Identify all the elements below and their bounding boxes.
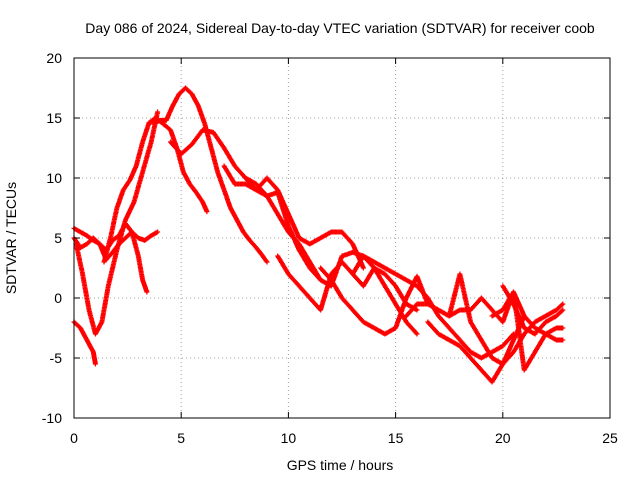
x-tick-label: 25 [602, 430, 618, 446]
x-axis-label: GPS time / hours [287, 457, 394, 473]
series-trace [73, 109, 161, 337]
y-tick-label: 0 [54, 290, 62, 306]
y-tick-label: -5 [50, 350, 63, 366]
series-pass-11 [318, 265, 431, 337]
x-tick-label: 0 [70, 430, 78, 446]
x-tick-label: 10 [281, 430, 297, 446]
y-axis-label: SDTVAR / TECUs [3, 182, 19, 294]
axis-ticks: 0 5 10 15 20 25 -10 -5 0 5 10 15 20 [42, 50, 618, 446]
series-pass-5 [101, 115, 210, 265]
series-trace [101, 115, 210, 265]
series-trace [275, 253, 420, 313]
x-tick-label: 5 [177, 430, 185, 446]
series-pass-12 [350, 253, 516, 361]
y-tick-label: 20 [46, 50, 62, 66]
series-pass-7 [168, 127, 324, 283]
series-trace [168, 127, 324, 283]
series-trace [150, 85, 270, 265]
series-pass-6 [150, 85, 270, 265]
x-tick-label: 15 [388, 430, 404, 446]
series-trace [350, 253, 516, 361]
y-tick-label: 5 [54, 230, 62, 246]
series-pass-16 [489, 289, 566, 343]
series-pass-17 [500, 283, 566, 337]
y-tick-label: 15 [46, 110, 62, 126]
data-series [71, 85, 566, 385]
y-tick-label: -10 [42, 410, 62, 426]
series-trace [489, 289, 566, 343]
x-tick-label: 20 [495, 430, 511, 446]
chart-title: Day 086 of 2024, Sidereal Day-to-day VTE… [85, 20, 595, 36]
y-tick-label: 10 [46, 170, 62, 186]
series-pass-10 [275, 253, 420, 313]
series-pass-4 [73, 109, 161, 337]
